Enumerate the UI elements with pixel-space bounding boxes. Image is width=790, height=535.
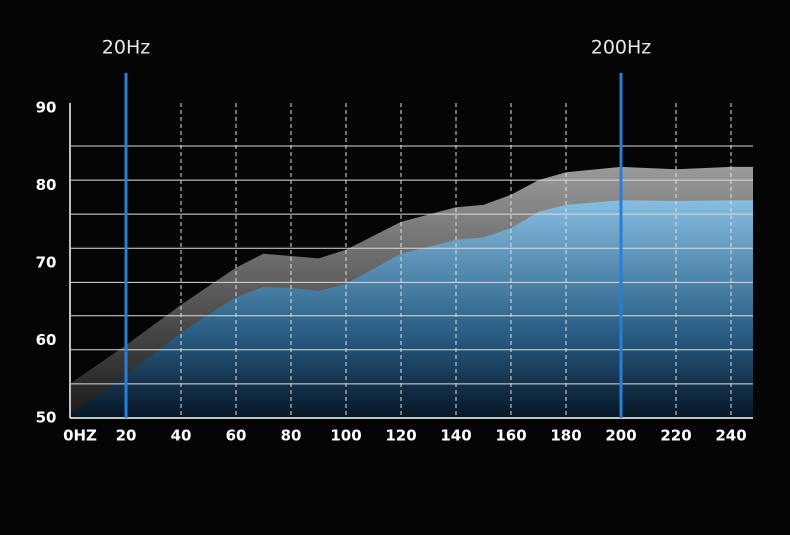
x-tick-label: 200 bbox=[605, 427, 636, 445]
x-tick-label: 0HZ bbox=[63, 427, 97, 445]
y-tick-label: 50 bbox=[36, 409, 57, 427]
x-tick-label: 140 bbox=[440, 427, 471, 445]
marker-label: 20Hz bbox=[102, 37, 150, 59]
area bbox=[71, 200, 753, 418]
x-tick-label: 180 bbox=[550, 427, 581, 445]
x-tick-label: 40 bbox=[171, 427, 192, 445]
x-tick-label: 100 bbox=[330, 427, 361, 445]
y-tick-label: 70 bbox=[36, 254, 57, 272]
x-tick-label: 120 bbox=[385, 427, 416, 445]
y-tick-label: 90 bbox=[36, 99, 57, 117]
marker-label: 200Hz bbox=[591, 37, 652, 59]
x-tick-label: 220 bbox=[660, 427, 691, 445]
x-tick-label: 20 bbox=[116, 427, 137, 445]
x-tick-label: 60 bbox=[226, 427, 247, 445]
x-tick-label: 80 bbox=[281, 427, 302, 445]
x-tick-label: 160 bbox=[495, 427, 526, 445]
y-tick-label: 60 bbox=[36, 331, 57, 349]
y-tick-label: 80 bbox=[36, 176, 57, 194]
x-tick-label: 240 bbox=[715, 427, 746, 445]
